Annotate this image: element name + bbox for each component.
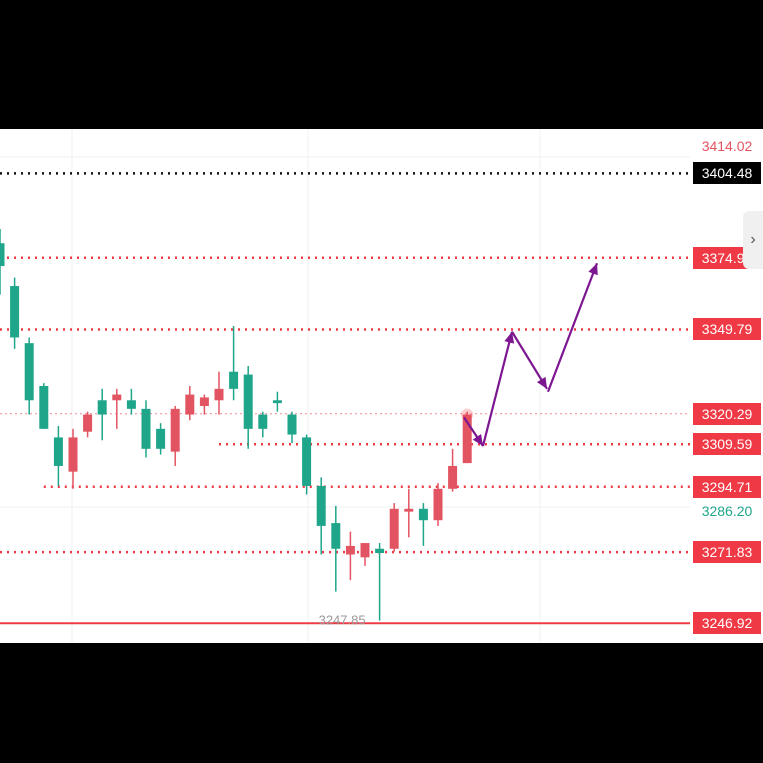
last-price-glow xyxy=(461,408,474,421)
price-tag: 3246.92 xyxy=(693,612,761,635)
candle-body xyxy=(112,394,122,401)
candle-body xyxy=(331,523,341,549)
projection-arrows xyxy=(463,262,599,447)
candle-body xyxy=(389,508,399,549)
candle-body xyxy=(156,428,166,449)
price-tag: 3320.29 xyxy=(693,402,761,425)
grid-lines xyxy=(0,129,690,643)
price-tag: 3286.20 xyxy=(701,503,753,520)
candle-body xyxy=(53,437,63,466)
candle-body xyxy=(375,548,385,554)
price-tag: 3414.02 xyxy=(701,138,753,155)
candle-body xyxy=(214,388,224,401)
arrow-segment xyxy=(546,262,599,393)
arrow-head xyxy=(536,376,547,389)
candle-body xyxy=(360,543,370,558)
candle-body xyxy=(404,508,414,512)
candle-body xyxy=(316,485,326,526)
candle-body xyxy=(185,394,195,415)
candle-body xyxy=(433,488,443,521)
candle-body xyxy=(68,437,78,472)
arrow-head xyxy=(504,331,515,344)
candle-body xyxy=(24,343,34,401)
candle-body xyxy=(302,437,312,486)
arrow-segment xyxy=(511,331,548,390)
horizontal-levels xyxy=(0,172,690,625)
candle-body xyxy=(0,243,5,267)
arrow-head xyxy=(472,434,483,446)
price-tag: 3404.48 xyxy=(693,162,761,185)
candle-body xyxy=(229,371,239,389)
candle-body xyxy=(418,508,428,521)
candle-body xyxy=(448,465,458,489)
price-tag: 3309.59 xyxy=(693,433,761,456)
candle-body xyxy=(126,400,136,409)
price-chart[interactable]: 3247.85 xyxy=(0,129,763,643)
arrow-head xyxy=(588,263,598,276)
candle-body xyxy=(141,408,151,449)
arrow-segment xyxy=(481,331,514,447)
candle-body xyxy=(258,414,268,429)
candle-body xyxy=(170,408,180,452)
candle-body xyxy=(39,386,49,429)
chart-labels: 3247.85 xyxy=(319,613,366,628)
candle-body xyxy=(83,414,93,432)
candle-body xyxy=(10,286,20,338)
price-tag: 3271.83 xyxy=(693,541,761,564)
candle-body xyxy=(462,414,472,464)
candle-body xyxy=(287,414,297,435)
candle-body xyxy=(243,374,253,429)
chart-area[interactable]: 3247.85 3414.02 3404.48 3374.93 3349.79 3320… xyxy=(0,129,763,643)
candle-body xyxy=(199,397,209,406)
low-price-label: 3247.85 xyxy=(319,613,366,628)
chevron-right-icon[interactable]: › xyxy=(743,211,763,269)
candle-body xyxy=(272,400,282,404)
price-tag: 3294.71 xyxy=(693,475,761,498)
candles xyxy=(0,228,474,621)
candle-body xyxy=(97,400,107,415)
price-tag: 3349.79 xyxy=(693,318,761,341)
candle-body xyxy=(345,545,355,555)
